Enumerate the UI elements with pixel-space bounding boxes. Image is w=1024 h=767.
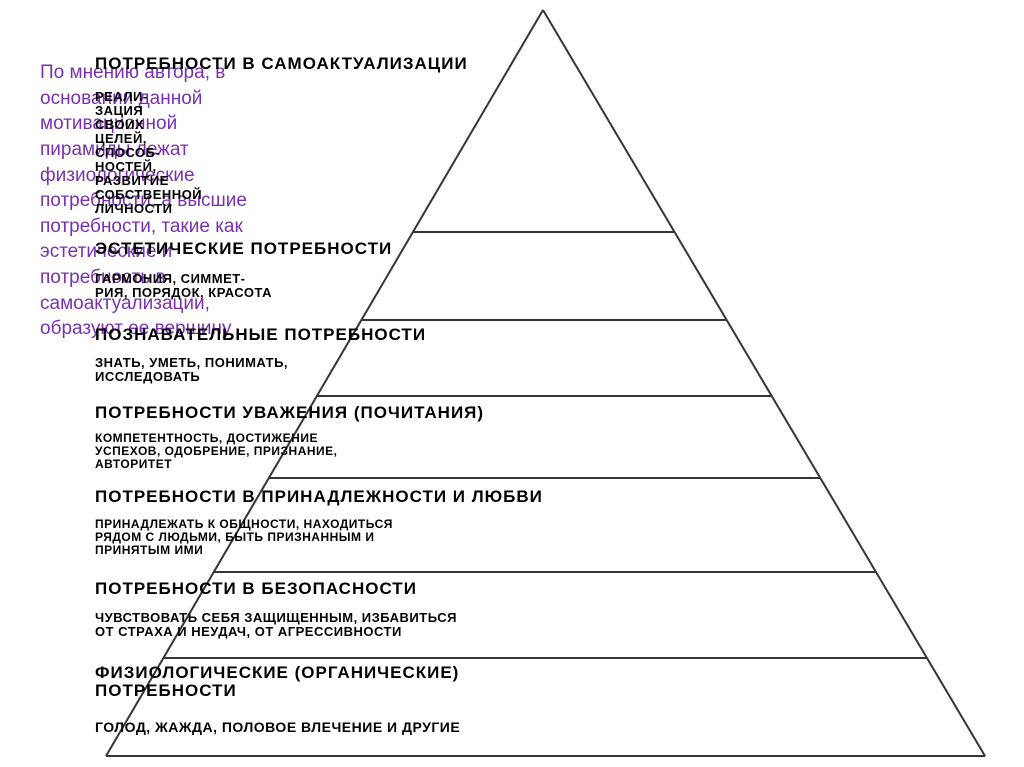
level-description: ГАРМОНИЯ, СИММЕТ- РИЯ, ПОРЯДОК, КРАСОТА [95,272,995,300]
level-description: КОМПЕТЕНТНОСТЬ, ДОСТИЖЕНИЕ УСПЕХОВ, ОДОБ… [95,432,995,471]
level-description: ЧУВСТВОВАТЬ СЕБЯ ЗАЩИЩЕННЫМ, ИЗБАВИТЬСЯ … [95,611,995,639]
level-description: ЗНАТЬ, УМЕТЬ, ПОНИМАТЬ, ИССЛЕДОВАТЬ [95,356,995,384]
level-title: ПОЗНАВАТЕЛЬНЫЕ ПОТРЕБНОСТИ [95,326,995,344]
level-title: ПОТРЕБНОСТИ УВАЖЕНИЯ (ПОЧИТАНИЯ) [95,404,995,422]
level-title: ПОТРЕБНОСТИ В САМОАКТУАЛИЗАЦИИ [95,55,995,73]
level-description: ГОЛОД, ЖАЖДА, ПОЛОВОЕ ВЛЕЧЕНИЕ И ДРУГИЕ [95,720,995,735]
level-description: ПРИНАДЛЕЖАТЬ К ОБЩНОСТИ, НАХОДИТЬСЯ РЯДО… [95,518,995,557]
level-title: ЭСТЕТИЧЕСКИЕ ПОТРЕБНОСТИ [95,240,995,258]
level-description: РЕАЛИ- ЗАЦИЯ СВОИХ ЦЕЛЕЙ, СПОСОБ- НОСТЕЙ… [95,90,995,216]
level-title: ФИЗИОЛОГИЧЕСКИЕ (ОРГАНИЧЕСКИЕ) ПОТРЕБНОС… [95,664,995,700]
level-title: ПОТРЕБНОСТИ В БЕЗОПАСНОСТИ [95,580,995,598]
diagram-canvas: По мнению автора, в основании данной мот… [0,0,1024,767]
level-title: ПОТРЕБНОСТИ В ПРИНАДЛЕЖНОСТИ И ЛЮБВИ [95,488,995,506]
